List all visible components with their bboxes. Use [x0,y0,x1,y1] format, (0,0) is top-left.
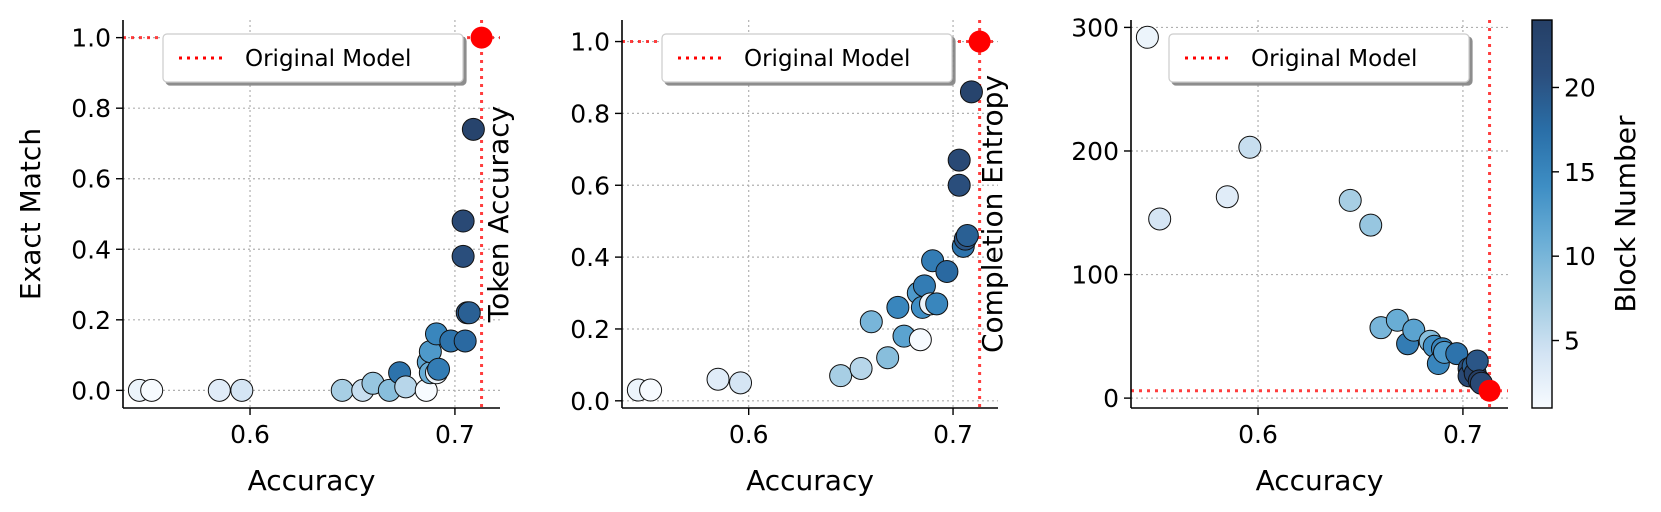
x-tick-label: 0.6 [230,420,270,449]
y-tick-label: 0.8 [570,99,610,128]
x-tick-label: 0.6 [1238,420,1278,449]
colorbar-tick-label: 15 [1564,158,1596,187]
colorbar-tick-label: 20 [1564,73,1596,102]
data-point [451,209,475,233]
data-point [639,378,663,402]
x-axis-label: Accuracy [1256,464,1384,497]
data-point [959,80,983,104]
data-point [955,224,979,248]
data-point [908,328,932,352]
data-point [427,357,451,381]
y-tick-label: 0 [1103,384,1119,413]
data-point [947,173,971,197]
data-point [461,117,485,141]
data-point [207,378,231,402]
legend-label: Original Model [1251,46,1417,72]
x-axis-label: Accuracy [248,464,376,497]
y-tick-label: 1.0 [71,24,111,53]
data-point [1359,213,1383,237]
exact-match-panel: 0.6 0.7 0.0 0.2 0.4 0.6 0.8 1.0 Accuracy Exact Ma… [14,20,500,497]
completion-entropy-panel: 0.6 0.7 0 100 200 300 Accuracy Completion Entro… [976,13,1508,497]
legend-box [162,33,464,83]
data-point [935,259,959,283]
y-axis-label: Exact Match [14,128,47,300]
y-tick-label: 0.6 [570,171,610,200]
data-point [1465,349,1489,373]
y-tick-label: 0.4 [71,235,111,264]
x-tick-label: 0.7 [1443,420,1483,449]
original-model-point [968,30,991,53]
colorbar-tick-label: 5 [1564,327,1580,356]
data-point [1338,188,1362,212]
y-axis-label: Token Accuracy [482,106,515,323]
x-tick-label: 0.7 [933,420,973,449]
y-tick-label: 0.2 [71,306,111,335]
data-point [849,356,873,380]
data-point [140,378,164,402]
data-point [1402,318,1426,342]
legend: Original Model [162,33,464,83]
x-tick-label: 0.7 [435,420,475,449]
data-point [925,292,949,316]
data-point [1135,25,1159,49]
legend-box [1168,33,1470,83]
data-point [1215,185,1239,209]
data-point [453,329,477,353]
data-point [947,148,971,172]
legend-box [661,33,953,83]
block-number-colorbar: 5 10 15 20 Block Number [1531,19,1642,409]
y-tick-label: 100 [1071,261,1119,290]
y-tick-label: 1.0 [570,28,610,57]
data-point [859,310,883,334]
y-tick-label: 200 [1071,137,1119,166]
legend-label: Original Model [245,46,411,72]
data-point [706,367,730,391]
legend: Original Model [661,33,953,83]
data-point [451,244,475,268]
colorbar-label: Block Number [1609,115,1642,313]
data-point [1238,135,1262,159]
data-point [230,378,254,402]
y-tick-label: 0.8 [71,94,111,123]
colorbar-scale [1531,19,1553,409]
data-point [457,301,481,325]
y-tick-label: 0.0 [71,376,111,405]
data-point [1148,207,1172,231]
data-point [729,371,753,395]
data-point [1445,342,1469,366]
x-axis-label: Accuracy [746,464,874,497]
colorbar-tick-label: 10 [1564,242,1596,271]
x-tick-label: 0.6 [729,420,769,449]
y-axis-label: Completion Entropy [976,75,1009,353]
y-tick-label: 0.6 [71,165,111,194]
y-tick-label: 0.0 [570,387,610,416]
y-tick-label: 300 [1071,13,1119,42]
token-accuracy-panel: 0.6 0.7 0.0 0.2 0.4 0.6 0.8 1.0 Accuracy Token Ac… [482,20,998,497]
data-point [886,295,910,319]
legend-label: Original Model [744,46,910,72]
original-model-point [470,26,493,49]
data-point [330,378,354,402]
data-point [876,346,900,370]
y-tick-label: 0.2 [570,315,610,344]
y-tick-label: 0.4 [570,243,610,272]
data-point [394,375,418,399]
original-model-point [1478,379,1501,402]
legend: Original Model [1168,33,1470,83]
data-point [829,364,853,388]
